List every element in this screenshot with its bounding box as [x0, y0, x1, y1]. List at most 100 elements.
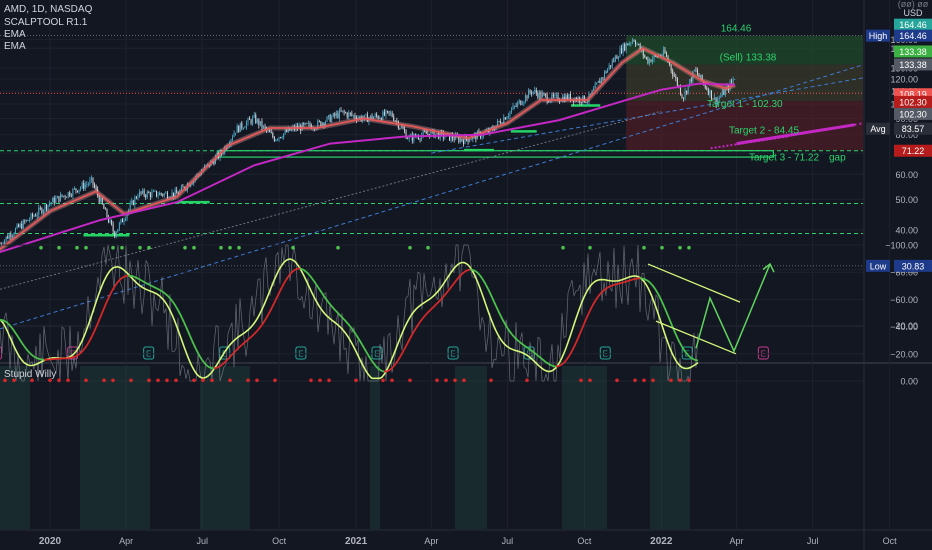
price-candle	[351, 113, 353, 116]
price-candle	[517, 102, 519, 106]
price-candle	[349, 112, 351, 114]
price-candle	[624, 43, 626, 51]
osc-ma-segment	[207, 365, 211, 369]
osc-top-dot	[327, 378, 331, 383]
price-candle	[216, 153, 218, 157]
osc-ma-segment	[229, 354, 233, 358]
price-candle	[352, 115, 354, 116]
price-candle	[672, 70, 674, 76]
price-candle	[690, 79, 692, 82]
osc-ma-segment	[93, 327, 97, 333]
price-candle	[700, 74, 702, 77]
osc-top-dot	[462, 378, 466, 383]
projection-line	[736, 123, 855, 146]
osc-ma-segment	[515, 338, 519, 342]
osc-top-dot	[12, 378, 16, 383]
price-candle	[585, 102, 587, 103]
price-candle	[126, 213, 128, 219]
price-candle	[636, 44, 638, 45]
osc-ma-segment	[97, 317, 101, 324]
price-candle	[112, 224, 114, 232]
price-candle	[118, 223, 120, 230]
price-candle	[170, 197, 171, 199]
price-candle	[11, 235, 13, 238]
osc-top-dot	[408, 378, 412, 383]
price-candle	[273, 137, 275, 142]
osc-ma-segment	[23, 345, 27, 350]
osc-ma-segment	[681, 346, 685, 351]
osc-top-dot	[57, 378, 61, 383]
price-candle	[455, 134, 457, 140]
osc-ma-segment	[217, 365, 221, 369]
osc-ma-segment	[509, 331, 513, 335]
osc-ma-segment	[587, 310, 591, 316]
osc-ma-segment	[7, 322, 11, 327]
price-candle	[39, 207, 41, 209]
price-candle	[354, 115, 356, 118]
price-candle	[238, 125, 240, 132]
price-candle	[490, 127, 492, 129]
osc-ma-segment	[255, 329, 259, 333]
osc-ma-segment	[27, 350, 31, 354]
chart-annotation: Target 2 - 84.45	[729, 125, 799, 136]
price-candle	[146, 191, 148, 198]
osc-top-dot	[84, 378, 88, 383]
price-candle	[280, 137, 282, 138]
osc-ma-segment	[355, 334, 359, 339]
osc-bottom-dot	[111, 245, 115, 250]
price-candle	[230, 139, 232, 145]
osc-ma-segment	[459, 273, 463, 277]
price-candle	[497, 121, 499, 126]
osc-ma-segment	[565, 357, 569, 361]
osc-ma-segment	[181, 317, 185, 323]
osc-zone	[562, 366, 607, 529]
price-candle	[152, 191, 154, 192]
price-candle	[53, 197, 55, 204]
price-candle	[301, 123, 303, 131]
price-candle	[559, 100, 561, 102]
osc-ma-segment	[237, 345, 241, 350]
osc-bottom-dot	[138, 245, 142, 250]
osc-top-dot	[669, 378, 673, 383]
osc-ma-segment	[83, 346, 87, 350]
osc-ma-segment	[501, 318, 505, 323]
osc-ma-segment	[235, 347, 239, 352]
osc-ma-segment	[307, 272, 311, 277]
price-candle	[326, 116, 328, 122]
price-candle	[590, 93, 592, 95]
price-candle	[518, 100, 520, 103]
price-candle	[693, 69, 695, 72]
osc-ma-segment	[111, 287, 115, 292]
osc-ma-segment	[135, 276, 139, 280]
osc-ma-segment	[687, 354, 691, 358]
price-candle	[710, 90, 712, 99]
osc-ma-segment	[269, 307, 273, 312]
price-candle	[524, 95, 526, 102]
osc-ma-segment	[301, 268, 305, 271]
price-candle	[163, 193, 165, 196]
currency-line-2: USD	[903, 8, 923, 18]
time-tick-label: 2020	[39, 536, 62, 547]
osc-ma-segment	[445, 290, 449, 295]
osc-ma-segment	[257, 326, 261, 331]
osc-top-dot	[273, 378, 277, 383]
price-candle	[90, 177, 92, 180]
osc-ma-segment	[621, 281, 625, 284]
osc-ma-segment	[493, 301, 497, 307]
osc-ma-segment	[335, 310, 339, 314]
chart-annotation: (Sell) 133.38	[720, 52, 777, 63]
price-candle	[239, 122, 241, 132]
osc-ma-segment	[543, 359, 547, 363]
price-candle	[32, 213, 34, 217]
osc-ma-segment	[343, 318, 347, 323]
price-candle	[568, 94, 570, 100]
time-axis: 2020 Apr Jul Oct 2021 Apr Jul Oct 2022 Apr Jul Oct	[39, 536, 897, 547]
price-candle	[346, 113, 348, 118]
oscillator-title-text: Stupid Willy	[4, 369, 57, 380]
osc-ma-segment	[455, 277, 459, 282]
price-candle	[459, 138, 461, 142]
osc-ma-segment	[483, 280, 487, 286]
osc-top-dot	[246, 378, 250, 383]
osc-ma-segment	[597, 293, 601, 298]
